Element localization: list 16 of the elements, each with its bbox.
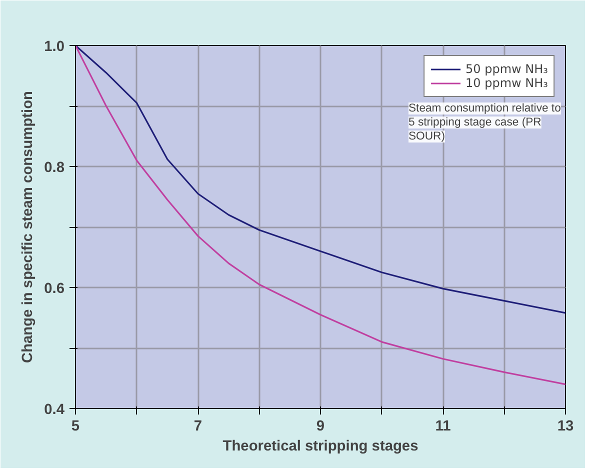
y-tick-label: 0.4 [44,402,66,418]
legend-label: 10 ppmw NH₃ [466,76,548,90]
line-series [76,46,566,386]
x-tick-label: 13 [557,418,574,434]
y-axis-title: Change in specific steam consumption [20,90,36,364]
x-tick-label: 5 [71,418,80,434]
x-axis-title: Theoretical stripping stages [222,438,418,454]
y-tick-label: 1.0 [44,39,64,55]
y-tick-label: 0.8 [44,160,64,176]
x-tick-label: 11 [435,418,451,434]
y-tick-label: 0.6 [44,281,64,297]
x-tick-label: 7 [194,418,202,434]
annotation: Steam consumption relative to 5 stripping stage case (PR SOUR) [408,102,561,142]
x-tick-label: 9 [316,418,325,434]
legend-label: 50 ppmw NH₃ [466,62,548,76]
line-series [76,46,566,314]
